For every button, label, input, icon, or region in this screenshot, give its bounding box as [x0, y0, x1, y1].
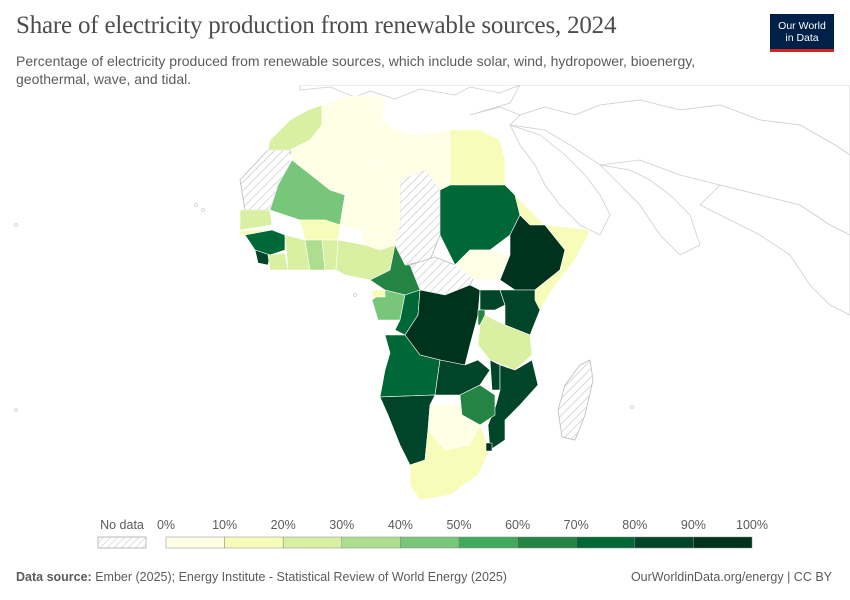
legend-bin[interactable]	[165, 536, 225, 549]
country-gabon[interactable]	[371, 289, 406, 321]
chart-subtitle: Percentage of electricity produced from …	[16, 53, 696, 87]
source-text: Ember (2025); Energy Institute - Statist…	[95, 570, 507, 584]
country-sierra-leone[interactable]	[254, 249, 271, 266]
legend-tick-label: 30%	[329, 518, 354, 532]
legend-tick-label: 10%	[212, 518, 237, 532]
logo-line-1: Our World	[778, 20, 826, 32]
footer-source: Data source: Ember (2025); Energy Instit…	[16, 570, 507, 584]
country-malawi[interactable]	[489, 359, 501, 391]
country-egypt[interactable]	[449, 129, 506, 186]
country-chad[interactable]	[394, 169, 441, 266]
legend-bin[interactable]	[517, 536, 577, 549]
legend-tick-label: 0%	[157, 518, 175, 532]
country-equatorial-guinea[interactable]	[371, 289, 386, 298]
country-liberia[interactable]	[267, 252, 289, 271]
chart-title: Share of electricity production from ren…	[16, 12, 617, 39]
license-text[interactable]: CC BY	[793, 570, 832, 584]
footer-link: OurWorldinData.org/energy | CC BY	[631, 570, 832, 584]
legend-no-data-label: No data	[100, 518, 144, 532]
legend: No data 0% 10% 20% 30% 40% 50% 60% 70% 80% 90% 100…	[97, 518, 768, 549]
country-mozambique[interactable]	[487, 359, 539, 451]
legend-bin[interactable]	[458, 536, 518, 549]
legend-bin[interactable]	[575, 536, 636, 549]
legend-bin[interactable]	[634, 536, 694, 549]
legend-no-data-swatch	[97, 536, 147, 549]
legend-tick-label: 80%	[622, 518, 647, 532]
legend-tick-label: 70%	[564, 518, 589, 532]
legend-tick-label: 20%	[271, 518, 296, 532]
country-zambia[interactable]	[434, 359, 491, 396]
country-eswatini[interactable]	[485, 442, 493, 452]
legend-tick-label: 100%	[736, 518, 768, 532]
countries	[239, 94, 591, 501]
legend-ticks: 0% 10% 20% 30% 40% 50% 60% 70% 80% 90% 100%	[157, 518, 768, 532]
legend-tick-label: 40%	[388, 518, 413, 532]
country-togo-benin[interactable]	[321, 239, 339, 271]
legend-tick-label: 90%	[681, 518, 706, 532]
country-burkina-faso[interactable]	[299, 219, 341, 241]
legend-bin[interactable]	[693, 536, 753, 549]
logo-line-2: in Data	[785, 32, 819, 44]
legend-bins	[165, 536, 753, 549]
country-south-africa[interactable]	[409, 424, 491, 501]
legend-bin[interactable]	[400, 536, 460, 549]
country-senegal[interactable]	[239, 209, 273, 231]
legend-bin[interactable]	[341, 536, 401, 549]
legend-tick-label: 60%	[505, 518, 530, 532]
country-madagascar[interactable]	[557, 359, 594, 441]
legend-tick-label: 50%	[446, 518, 471, 532]
footer-separator: |	[787, 570, 791, 584]
africa-map	[14, 85, 850, 501]
country-guinea[interactable]	[244, 229, 286, 256]
legend-bin[interactable]	[224, 536, 284, 549]
context-land	[299, 85, 850, 316]
legend-bin[interactable]	[282, 536, 343, 549]
source-label: Data source:	[16, 570, 92, 584]
owid-link[interactable]: OurWorldinData.org/energy	[630, 570, 784, 584]
country-dr-congo[interactable]	[404, 284, 481, 366]
country-uganda[interactable]	[479, 289, 506, 311]
owid-logo[interactable]: Our World in Data	[770, 14, 834, 52]
islands	[14, 203, 634, 412]
country-kenya[interactable]	[499, 289, 541, 336]
